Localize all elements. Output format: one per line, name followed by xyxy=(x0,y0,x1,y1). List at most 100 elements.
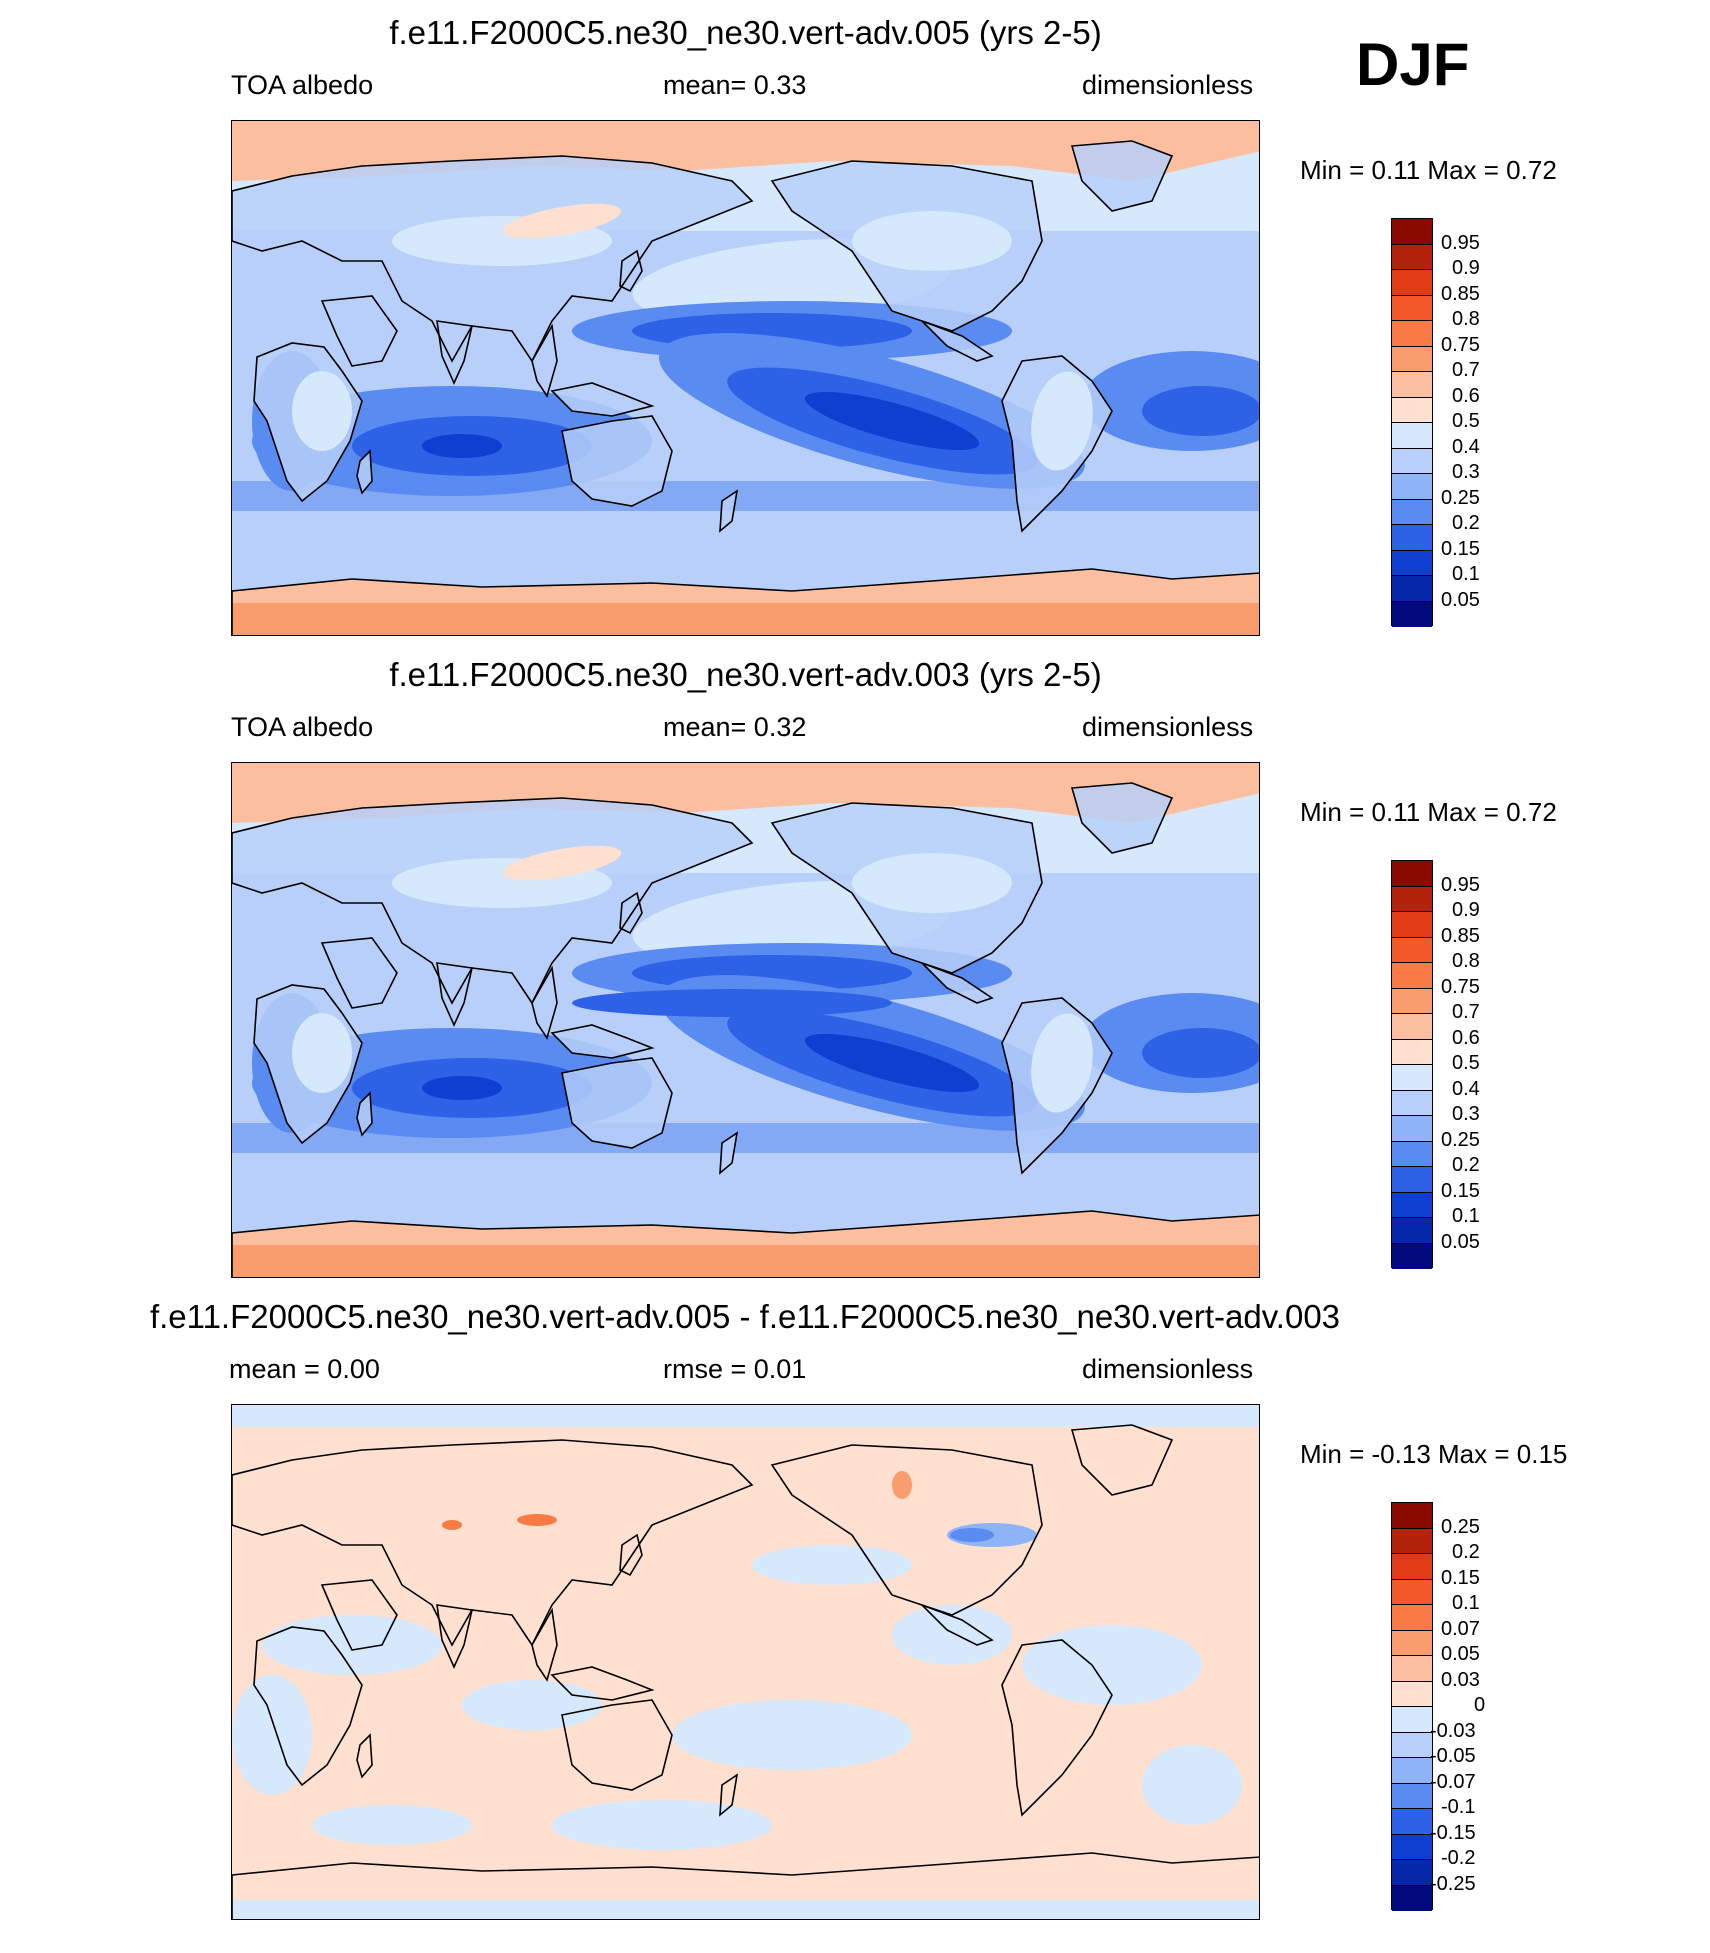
colorbar-swatch xyxy=(1392,912,1432,938)
colorbar-swatch xyxy=(1392,1218,1432,1244)
colorbar-swatch xyxy=(1392,372,1432,398)
panel-1-variable-label: TOA albedo xyxy=(231,70,374,100)
colorbar-tick-label: 0.4 xyxy=(1452,1077,1480,1100)
panel-3-colorbar xyxy=(1391,1502,1433,1911)
colorbar-tick-label: 0.7 xyxy=(1452,1001,1480,1023)
colorbar-tick-label: 0.3 xyxy=(1452,1103,1480,1125)
colorbar-swatch xyxy=(1392,1758,1432,1784)
colorbar-tick-label: 0.05 xyxy=(1441,588,1480,611)
colorbar-tick-label: 0.9 xyxy=(1452,899,1480,921)
panel-3-units-label: dimensionless xyxy=(1082,1354,1254,1384)
colorbar-tick-label: 0.5 xyxy=(1452,1052,1480,1074)
colorbar-swatch xyxy=(1392,1065,1432,1091)
colorbar-tick-label: 0.03 xyxy=(1441,1668,1480,1691)
colorbar-swatch xyxy=(1392,499,1432,525)
colorbar-tick-label: 0.15 xyxy=(1441,1179,1480,1202)
panel-2-units-label: dimensionless xyxy=(1082,712,1254,742)
colorbar-tick-label: 0.75 xyxy=(1441,975,1480,998)
colorbar-swatch xyxy=(1392,963,1432,989)
colorbar-swatch xyxy=(1392,474,1432,500)
colorbar-swatch xyxy=(1392,1630,1432,1656)
colorbar-swatch xyxy=(1392,861,1432,887)
colorbar-swatch xyxy=(1392,1809,1432,1835)
colorbar-tick-label: 0.1 xyxy=(1452,563,1480,585)
map-field-plot xyxy=(232,763,1259,1277)
panel-1-minmax: Min = 0.11 Max = 0.72 xyxy=(1300,155,1557,185)
colorbar-swatch xyxy=(1392,886,1432,912)
colorbar-tick-label: 0.2 xyxy=(1452,1154,1480,1176)
colorbar-tick-label: 0.15 xyxy=(1441,537,1480,560)
colorbar-swatch xyxy=(1392,1885,1432,1911)
colorbar-swatch xyxy=(1392,576,1432,602)
colorbar-tick-label: 0.1 xyxy=(1452,1592,1480,1614)
colorbar-tick-label: 0.7 xyxy=(1452,359,1480,381)
colorbar-swatch xyxy=(1392,1167,1432,1193)
colorbar-swatch xyxy=(1392,1579,1432,1605)
colorbar-swatch xyxy=(1392,1039,1432,1065)
colorbar-swatch xyxy=(1392,1732,1432,1758)
colorbar-tick-label: 0.25 xyxy=(1441,1128,1480,1151)
panel-2-variable-label: TOA albedo xyxy=(231,712,374,742)
map-field-plot xyxy=(232,1405,1259,1919)
colorbar-swatch xyxy=(1392,346,1432,372)
panel-1-title: f.e11.F2000C5.ne30_ne30.vert-adv.005 (yr… xyxy=(389,14,1102,51)
colorbar-swatch xyxy=(1392,1860,1432,1886)
colorbar-tick-label: 0.6 xyxy=(1452,384,1480,407)
panel-3-minmax: Min = -0.13 Max = 0.15 xyxy=(1300,1439,1568,1469)
colorbar-swatch xyxy=(1392,270,1432,296)
colorbar-swatch xyxy=(1392,219,1432,245)
colorbar-swatch xyxy=(1392,448,1432,474)
colorbar-swatch xyxy=(1392,1192,1432,1218)
colorbar-tick-label: 0.2 xyxy=(1452,512,1480,534)
colorbar-tick-label: 0.85 xyxy=(1441,924,1480,947)
colorbar-tick-label: 0.25 xyxy=(1441,486,1480,509)
colorbar-swatch xyxy=(1392,1554,1432,1580)
colorbar-swatch xyxy=(1392,244,1432,270)
colorbar-tick-label: 0.95 xyxy=(1441,231,1480,254)
colorbar-swatch xyxy=(1392,550,1432,576)
colorbar-tick-label: 0.75 xyxy=(1441,333,1480,356)
panel-3-title: f.e11.F2000C5.ne30_ne30.vert-adv.005 - f… xyxy=(149,1298,1341,1335)
colorbar-tick-label: 0.25 xyxy=(1441,1515,1480,1538)
colorbar-tick-label: -0.2 xyxy=(1441,1847,1476,1869)
colorbar-tick-label: 0.8 xyxy=(1452,308,1480,330)
panel-1-colorbar xyxy=(1391,218,1433,627)
colorbar-tick-label: 0.95 xyxy=(1441,873,1480,896)
colorbar-swatch xyxy=(1392,1014,1432,1040)
panel-2-map xyxy=(231,762,1260,1278)
colorbar-swatch xyxy=(1392,988,1432,1014)
colorbar-swatch xyxy=(1392,1090,1432,1116)
panel-3-map xyxy=(231,1404,1260,1920)
panel-2-colorbar xyxy=(1391,860,1433,1269)
colorbar-swatch xyxy=(1392,1141,1432,1167)
colorbar-swatch xyxy=(1392,1707,1432,1733)
colorbar-tick-label: 0.05 xyxy=(1441,1230,1480,1253)
colorbar-swatch xyxy=(1392,937,1432,963)
colorbar-swatch xyxy=(1392,1681,1432,1707)
map-field-plot xyxy=(232,121,1259,635)
season-label: DJF xyxy=(1356,31,1470,98)
colorbar-tick-label: 0 xyxy=(1474,1694,1486,1716)
colorbar-tick-label: -0.07 xyxy=(1430,1770,1476,1793)
colorbar-swatch xyxy=(1392,525,1432,551)
colorbar-tick-label: -0.15 xyxy=(1430,1821,1476,1844)
colorbar-tick-label: 0.5 xyxy=(1452,410,1480,432)
colorbar-tick-label: 0.07 xyxy=(1441,1617,1480,1640)
colorbar-tick-label: 0.05 xyxy=(1441,1643,1480,1665)
panel-1-map xyxy=(231,120,1260,636)
panel-2-minmax: Min = 0.11 Max = 0.72 xyxy=(1300,797,1557,827)
colorbar-tick-label: 0.4 xyxy=(1452,435,1480,458)
colorbar-swatch xyxy=(1392,295,1432,321)
panel-2-mean-label: mean= 0.32 xyxy=(663,712,807,742)
colorbar-swatch xyxy=(1392,1783,1432,1809)
panel-3-rmse-label: rmse = 0.01 xyxy=(663,1354,807,1384)
colorbar-swatch xyxy=(1392,1834,1432,1860)
colorbar-swatch xyxy=(1392,1503,1432,1529)
colorbar-tick-label: 0.85 xyxy=(1441,282,1480,305)
colorbar-swatch xyxy=(1392,1243,1432,1269)
colorbar-tick-label: -0.25 xyxy=(1430,1872,1476,1895)
colorbar-tick-label: 0.3 xyxy=(1452,461,1480,483)
colorbar-tick-label: 0.8 xyxy=(1452,950,1480,972)
panel-3-mean-label: mean = 0.00 xyxy=(229,1354,380,1384)
colorbar-tick-label: -0.03 xyxy=(1430,1719,1476,1742)
